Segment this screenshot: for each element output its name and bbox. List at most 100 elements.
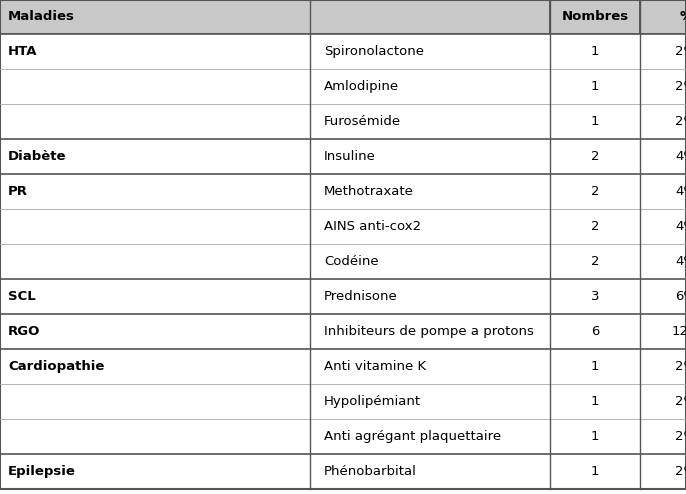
Text: HTA: HTA <box>8 45 38 58</box>
Text: PR: PR <box>8 185 28 198</box>
Text: AINS anti-cox2: AINS anti-cox2 <box>324 220 421 233</box>
Text: 2%: 2% <box>676 115 686 128</box>
Bar <box>310 314 550 349</box>
Text: 2%: 2% <box>676 45 686 58</box>
Text: 2%: 2% <box>676 430 686 443</box>
Bar <box>310 34 550 69</box>
Bar <box>640 209 686 244</box>
Bar <box>550 384 640 419</box>
Bar <box>640 419 686 454</box>
Bar <box>310 384 550 419</box>
Bar <box>640 349 686 384</box>
Bar <box>640 69 686 104</box>
Bar <box>0 0 550 34</box>
Bar <box>640 279 686 314</box>
Bar <box>0 209 310 244</box>
Bar <box>550 454 640 489</box>
Text: Spironolactone: Spironolactone <box>324 45 424 58</box>
Bar <box>640 104 686 139</box>
Bar <box>0 104 310 139</box>
Bar <box>640 244 686 279</box>
Bar <box>310 209 550 244</box>
Text: 4%: 4% <box>676 185 686 198</box>
Bar <box>550 244 640 279</box>
Bar <box>310 454 550 489</box>
Bar <box>310 69 550 104</box>
Text: Diabète: Diabète <box>8 150 67 163</box>
Bar <box>0 244 310 279</box>
Bar <box>550 104 640 139</box>
Text: 12%: 12% <box>671 325 686 338</box>
Text: Codéine: Codéine <box>324 255 379 268</box>
Bar <box>550 34 640 69</box>
Bar <box>550 314 640 349</box>
Bar <box>310 174 550 209</box>
Bar <box>640 384 686 419</box>
Bar <box>0 279 310 314</box>
Text: 2%: 2% <box>676 395 686 408</box>
Text: Furosémide: Furosémide <box>324 115 401 128</box>
Text: 1: 1 <box>591 395 600 408</box>
Bar <box>640 34 686 69</box>
Text: Cardiopathie: Cardiopathie <box>8 360 104 373</box>
Text: SCL: SCL <box>8 290 36 303</box>
Bar <box>310 419 550 454</box>
Text: Amlodipine: Amlodipine <box>324 80 399 93</box>
Bar <box>640 314 686 349</box>
Text: 2%: 2% <box>676 360 686 373</box>
Text: Anti agrégant plaquettaire: Anti agrégant plaquettaire <box>324 430 501 443</box>
Bar <box>550 279 640 314</box>
Bar <box>550 209 640 244</box>
Bar <box>640 0 686 34</box>
Bar <box>0 384 310 419</box>
Text: 2%: 2% <box>676 80 686 93</box>
Bar <box>0 139 310 174</box>
Bar <box>0 69 310 104</box>
Text: 2: 2 <box>591 255 600 268</box>
Bar <box>640 174 686 209</box>
Text: 1: 1 <box>591 465 600 478</box>
Bar <box>640 454 686 489</box>
Text: 2: 2 <box>591 220 600 233</box>
Text: 3: 3 <box>591 290 600 303</box>
Text: 2%: 2% <box>676 465 686 478</box>
Text: Inhibiteurs de pompe a protons: Inhibiteurs de pompe a protons <box>324 325 534 338</box>
Bar <box>0 419 310 454</box>
Text: 6: 6 <box>591 325 599 338</box>
Text: %: % <box>679 10 686 24</box>
Bar <box>0 349 310 384</box>
Bar <box>310 104 550 139</box>
Text: Prednisone: Prednisone <box>324 290 398 303</box>
Text: 1: 1 <box>591 115 600 128</box>
Bar <box>310 349 550 384</box>
Text: Hypolipémiant: Hypolipémiant <box>324 395 421 408</box>
Bar <box>0 174 310 209</box>
Text: Nombres: Nombres <box>561 10 628 24</box>
Bar <box>550 0 640 34</box>
Bar <box>550 139 640 174</box>
Text: 1: 1 <box>591 80 600 93</box>
Bar <box>550 419 640 454</box>
Text: 4%: 4% <box>676 255 686 268</box>
Bar <box>310 139 550 174</box>
Text: Epilepsie: Epilepsie <box>8 465 76 478</box>
Text: 1: 1 <box>591 360 600 373</box>
Bar <box>550 69 640 104</box>
Text: 2: 2 <box>591 185 600 198</box>
Bar <box>0 34 310 69</box>
Text: Anti vitamine K: Anti vitamine K <box>324 360 426 373</box>
Text: 1: 1 <box>591 45 600 58</box>
Text: Phénobarbital: Phénobarbital <box>324 465 417 478</box>
Bar <box>310 279 550 314</box>
Text: 2: 2 <box>591 150 600 163</box>
Bar <box>0 454 310 489</box>
Text: 4%: 4% <box>676 150 686 163</box>
Text: RGO: RGO <box>8 325 40 338</box>
Text: 1: 1 <box>591 430 600 443</box>
Text: Maladies: Maladies <box>8 10 75 24</box>
Bar <box>0 314 310 349</box>
Bar <box>310 244 550 279</box>
Text: 6%: 6% <box>676 290 686 303</box>
Text: Methotraxate: Methotraxate <box>324 185 414 198</box>
Bar <box>550 349 640 384</box>
